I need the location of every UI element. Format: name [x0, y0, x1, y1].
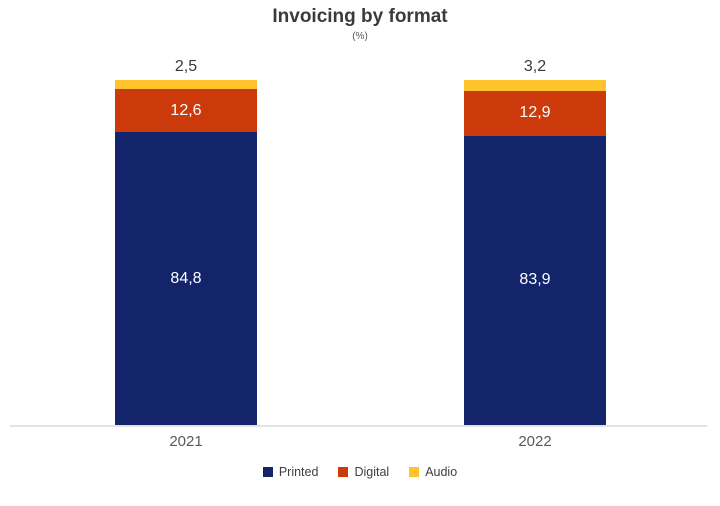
legend-label-audio: Audio: [425, 465, 458, 479]
chart-subtitle: (%): [352, 31, 368, 42]
value-label-audio-2022: 3,2: [523, 58, 547, 75]
value-label-printed-2022: 83,9: [519, 271, 551, 289]
category-label-2021: 2021: [169, 433, 203, 450]
legend-label-digital: Digital: [354, 465, 390, 479]
category-label-2022: 2022: [518, 433, 552, 450]
bar-segment-audio-2022: [464, 80, 606, 92]
bar-segment-digital-2021: [115, 88, 257, 133]
legend-swatch-audio: [409, 467, 420, 477]
legend-swatch-printed: [262, 467, 273, 477]
legend-item-audio: Audio: [409, 465, 457, 479]
legend-item-digital: Digital: [338, 465, 389, 479]
legend: Printed Digital Audio: [0, 465, 720, 479]
value-label-audio-2021: 2,5: [174, 58, 198, 76]
value-label-printed-2021: 84,8: [170, 269, 202, 287]
value-label-digital-2022: 12,9: [519, 104, 551, 122]
legend-label-printed: Printed: [278, 465, 319, 479]
bar-segment-printed-2022: [464, 135, 606, 425]
value-label-digital-2021: 12,6: [170, 101, 202, 119]
bar-segment-digital-2022: [464, 91, 606, 136]
x-axis-line: [10, 425, 707, 427]
bar-segment-printed-2021: [115, 132, 257, 425]
legend-item-printed: Printed: [262, 465, 319, 479]
legend-swatch-digital: [338, 467, 349, 477]
chart-title: Invoicing by format: [272, 6, 448, 27]
bar-segment-audio-2021: [115, 80, 257, 89]
